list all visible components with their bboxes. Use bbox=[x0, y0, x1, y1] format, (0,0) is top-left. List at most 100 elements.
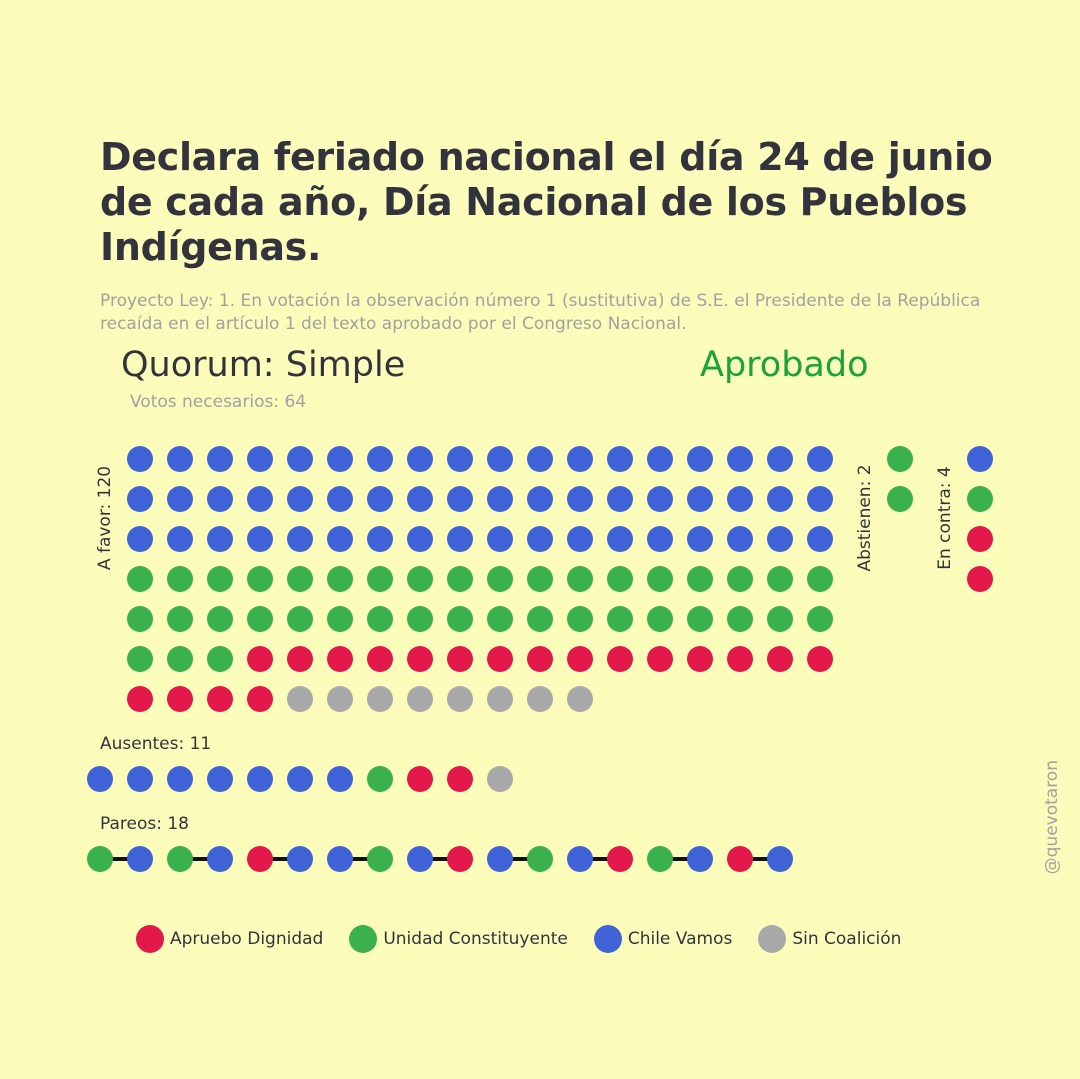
vote-dot-favor bbox=[727, 646, 753, 672]
vote-dot-favor bbox=[607, 446, 633, 472]
vote-dot-absent bbox=[87, 766, 113, 792]
vote-dot-favor bbox=[287, 566, 313, 592]
vote-dot-favor bbox=[647, 446, 673, 472]
vote-dot-paired bbox=[607, 846, 633, 872]
vote-dot-favor bbox=[287, 606, 313, 632]
vote-dot-paired bbox=[647, 846, 673, 872]
vote-dot-favor bbox=[367, 646, 393, 672]
vote-dot-paired bbox=[367, 846, 393, 872]
vote-dot-favor bbox=[447, 526, 473, 552]
vote-dot-favor bbox=[207, 646, 233, 672]
legend-dot-sc bbox=[758, 925, 787, 953]
abstain-label: Abstienen: 2 bbox=[855, 464, 875, 571]
vote-dot-favor bbox=[487, 646, 513, 672]
vote-dot-favor bbox=[247, 686, 273, 712]
vote-dot-favor bbox=[567, 486, 593, 512]
vote-dot-favor bbox=[407, 606, 433, 632]
vote-title: Declara feriado nacional el día 24 de ju… bbox=[100, 135, 993, 269]
absent-label: Ausentes: 11 bbox=[100, 734, 212, 754]
against-label: En contra: 4 bbox=[935, 466, 955, 569]
vote-dot-favor bbox=[647, 646, 673, 672]
vote-dot-favor bbox=[167, 606, 193, 632]
vote-dot-absent bbox=[487, 766, 513, 792]
vote-dot-favor bbox=[127, 566, 153, 592]
vote-dot-favor bbox=[447, 646, 473, 672]
vote-dot-favor bbox=[407, 486, 433, 512]
vote-dot-paired bbox=[327, 846, 353, 872]
vote-dot-favor bbox=[767, 486, 793, 512]
vote-dot-paired bbox=[727, 846, 753, 872]
vote-dot-favor bbox=[487, 446, 513, 472]
vote-dot-favor bbox=[327, 606, 353, 632]
vote-dot-favor bbox=[367, 686, 393, 712]
vote-dot-favor bbox=[487, 686, 513, 712]
vote-dot-favor bbox=[127, 526, 153, 552]
vote-dot-abstain bbox=[887, 446, 913, 472]
vote-dot-favor bbox=[327, 686, 353, 712]
vote-dot-paired bbox=[87, 846, 113, 872]
vote-dot-favor bbox=[727, 566, 753, 592]
vote-dot-favor bbox=[727, 486, 753, 512]
vote-dot-favor bbox=[327, 446, 353, 472]
vote-dot-favor bbox=[527, 566, 553, 592]
vote-dot-favor bbox=[487, 486, 513, 512]
vote-dot-favor bbox=[367, 486, 393, 512]
legend-item-sc: Sin Coalición bbox=[758, 925, 901, 953]
vote-dot-favor bbox=[207, 566, 233, 592]
vote-dot-favor bbox=[287, 446, 313, 472]
vote-dot-favor bbox=[407, 526, 433, 552]
vote-dot-favor bbox=[567, 606, 593, 632]
vote-dot-favor bbox=[687, 646, 713, 672]
vote-dot-favor bbox=[167, 686, 193, 712]
vote-status: Aprobado bbox=[700, 345, 869, 385]
vote-dot-favor bbox=[527, 686, 553, 712]
vote-dot-favor bbox=[607, 526, 633, 552]
vote-dot-favor bbox=[407, 446, 433, 472]
vote-dot-favor bbox=[687, 606, 713, 632]
credit-handle: @quevotaron bbox=[1042, 760, 1062, 875]
vote-dot-favor bbox=[607, 566, 633, 592]
vote-dot-favor bbox=[447, 606, 473, 632]
vote-dot-favor bbox=[767, 526, 793, 552]
vote-dot-favor bbox=[527, 526, 553, 552]
vote-dot-favor bbox=[767, 606, 793, 632]
legend-label-cv: Chile Vamos bbox=[627, 929, 733, 949]
vote-dot-favor bbox=[167, 446, 193, 472]
vote-dot-favor bbox=[407, 566, 433, 592]
vote-dot-favor bbox=[367, 446, 393, 472]
vote-dot-favor bbox=[767, 446, 793, 472]
vote-dot-favor bbox=[647, 526, 673, 552]
vote-dot-favor bbox=[807, 486, 833, 512]
vote-dot-favor bbox=[487, 606, 513, 632]
legend-item-cv: Chile Vamos bbox=[593, 925, 733, 953]
vote-dot-favor bbox=[367, 526, 393, 552]
vote-dot-favor bbox=[527, 486, 553, 512]
vote-dot-favor bbox=[167, 526, 193, 552]
vote-dot-favor bbox=[727, 446, 753, 472]
vote-dot-favor bbox=[247, 566, 273, 592]
vote-dot-favor bbox=[247, 646, 273, 672]
vote-dot-favor bbox=[207, 606, 233, 632]
vote-dot-favor bbox=[567, 686, 593, 712]
vote-subtitle: Proyecto Ley: 1. En votación la observac… bbox=[100, 291, 981, 334]
vote-dot-favor bbox=[647, 566, 673, 592]
vote-dot-favor bbox=[807, 446, 833, 472]
vote-dot-absent bbox=[207, 766, 233, 792]
vote-dot-favor bbox=[127, 646, 153, 672]
vote-dot-favor bbox=[487, 526, 513, 552]
legend-label-uc: Unidad Constituyente bbox=[383, 929, 568, 949]
vote-dot-favor bbox=[647, 606, 673, 632]
vote-dot-favor bbox=[527, 446, 553, 472]
vote-dot-favor bbox=[327, 526, 353, 552]
vote-dot-favor bbox=[167, 646, 193, 672]
vote-dot-favor bbox=[407, 646, 433, 672]
vote-dot-abstain bbox=[887, 486, 913, 512]
vote-dot-paired bbox=[287, 846, 313, 872]
vote-dot-paired bbox=[567, 846, 593, 872]
vote-dot-favor bbox=[167, 486, 193, 512]
vote-dot-favor bbox=[807, 566, 833, 592]
vote-dot-favor bbox=[567, 526, 593, 552]
vote-dot-absent bbox=[247, 766, 273, 792]
vote-dot-favor bbox=[287, 646, 313, 672]
vote-dot-favor bbox=[287, 686, 313, 712]
